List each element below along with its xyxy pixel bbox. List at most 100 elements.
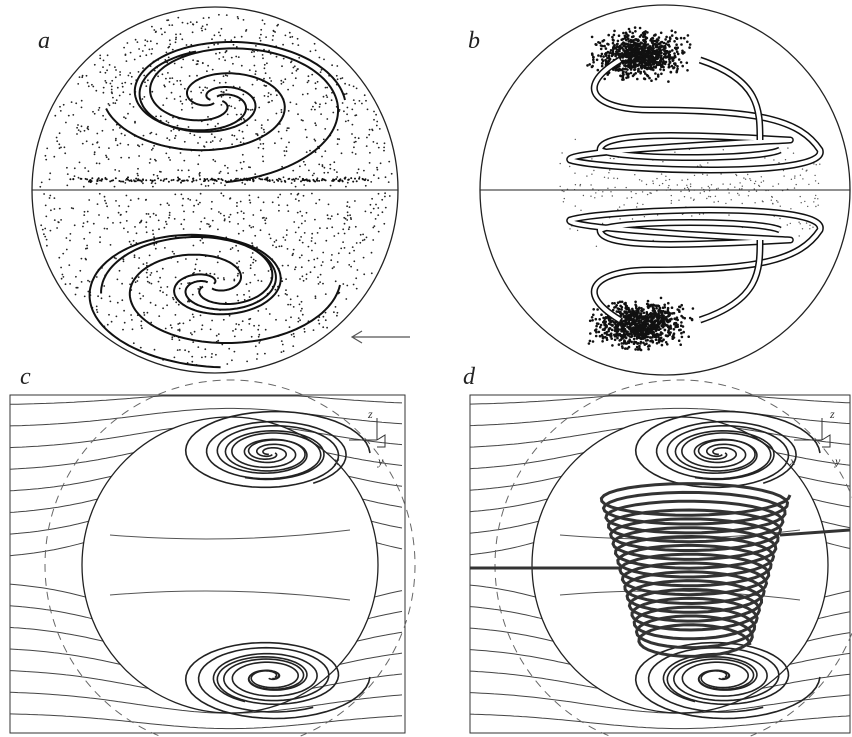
particle [637, 336, 640, 339]
particle [617, 69, 620, 72]
particle [257, 329, 259, 331]
particle [611, 324, 614, 327]
particle [274, 142, 276, 144]
particle [79, 76, 81, 78]
particle [217, 340, 219, 342]
particle [583, 195, 584, 196]
particle [635, 307, 638, 310]
particle [353, 141, 355, 143]
particle [385, 207, 387, 209]
particle [794, 177, 795, 178]
particle [344, 83, 346, 85]
particle [84, 167, 86, 169]
particle [129, 241, 131, 243]
particle [383, 223, 385, 225]
particle [231, 134, 233, 136]
particle [614, 306, 617, 309]
particle [193, 205, 195, 207]
particle [287, 210, 289, 212]
particle [65, 122, 67, 124]
particle [126, 211, 128, 213]
particle [332, 112, 334, 114]
particle [206, 141, 208, 143]
particle [592, 314, 595, 317]
particle [646, 31, 649, 34]
particle [639, 179, 640, 180]
particle [183, 160, 185, 162]
particle [119, 71, 121, 73]
particle [179, 96, 181, 98]
particle [326, 118, 328, 120]
particle [255, 133, 257, 135]
particle [615, 69, 618, 72]
particle [237, 16, 239, 18]
particle [725, 203, 726, 204]
particle [264, 219, 266, 221]
particle [575, 205, 576, 206]
particle [326, 96, 328, 98]
particle [310, 271, 312, 273]
particle [112, 129, 114, 131]
particle [655, 51, 658, 54]
particle [252, 109, 254, 111]
particle [150, 40, 152, 42]
particle [136, 232, 138, 234]
particle [311, 250, 313, 252]
particle [181, 170, 183, 172]
particle [673, 328, 676, 331]
particle [204, 217, 206, 219]
particle [166, 52, 168, 54]
particle [637, 50, 640, 53]
particle [331, 254, 333, 256]
particle [106, 228, 108, 230]
particle [264, 64, 266, 66]
particle [237, 18, 239, 20]
particle [124, 82, 126, 84]
particle [268, 92, 270, 94]
particle [190, 332, 192, 334]
particle [597, 69, 600, 72]
particle [276, 94, 278, 96]
particle [74, 167, 76, 169]
particle [206, 178, 208, 180]
particle [314, 242, 316, 244]
particle [72, 178, 74, 180]
particle [226, 363, 228, 365]
particle [234, 135, 236, 137]
particle [258, 342, 260, 344]
particle [151, 272, 153, 274]
particle [298, 227, 300, 229]
particle [285, 289, 287, 291]
particle [674, 152, 675, 153]
particle [619, 218, 620, 219]
particle [110, 301, 112, 303]
particle [305, 129, 307, 131]
particle [212, 159, 214, 161]
particle [58, 222, 60, 224]
particle [741, 188, 742, 189]
particle [375, 218, 377, 220]
particle [64, 152, 66, 154]
particle [295, 198, 297, 200]
particle [668, 187, 669, 188]
particle [175, 38, 177, 40]
particle [257, 353, 259, 355]
particle [336, 75, 338, 77]
particle [575, 139, 576, 140]
particle [307, 93, 309, 95]
particle [284, 78, 286, 80]
particle [362, 240, 364, 242]
particle [621, 337, 624, 340]
particle [264, 23, 266, 25]
particle [701, 187, 702, 188]
particle [289, 32, 291, 34]
particle [97, 311, 99, 313]
particle [91, 84, 93, 86]
particle [150, 158, 152, 160]
particle [595, 318, 598, 321]
particle [596, 308, 599, 311]
particle [601, 334, 604, 337]
particle [563, 191, 564, 192]
particle [349, 226, 351, 228]
particle [623, 339, 626, 342]
